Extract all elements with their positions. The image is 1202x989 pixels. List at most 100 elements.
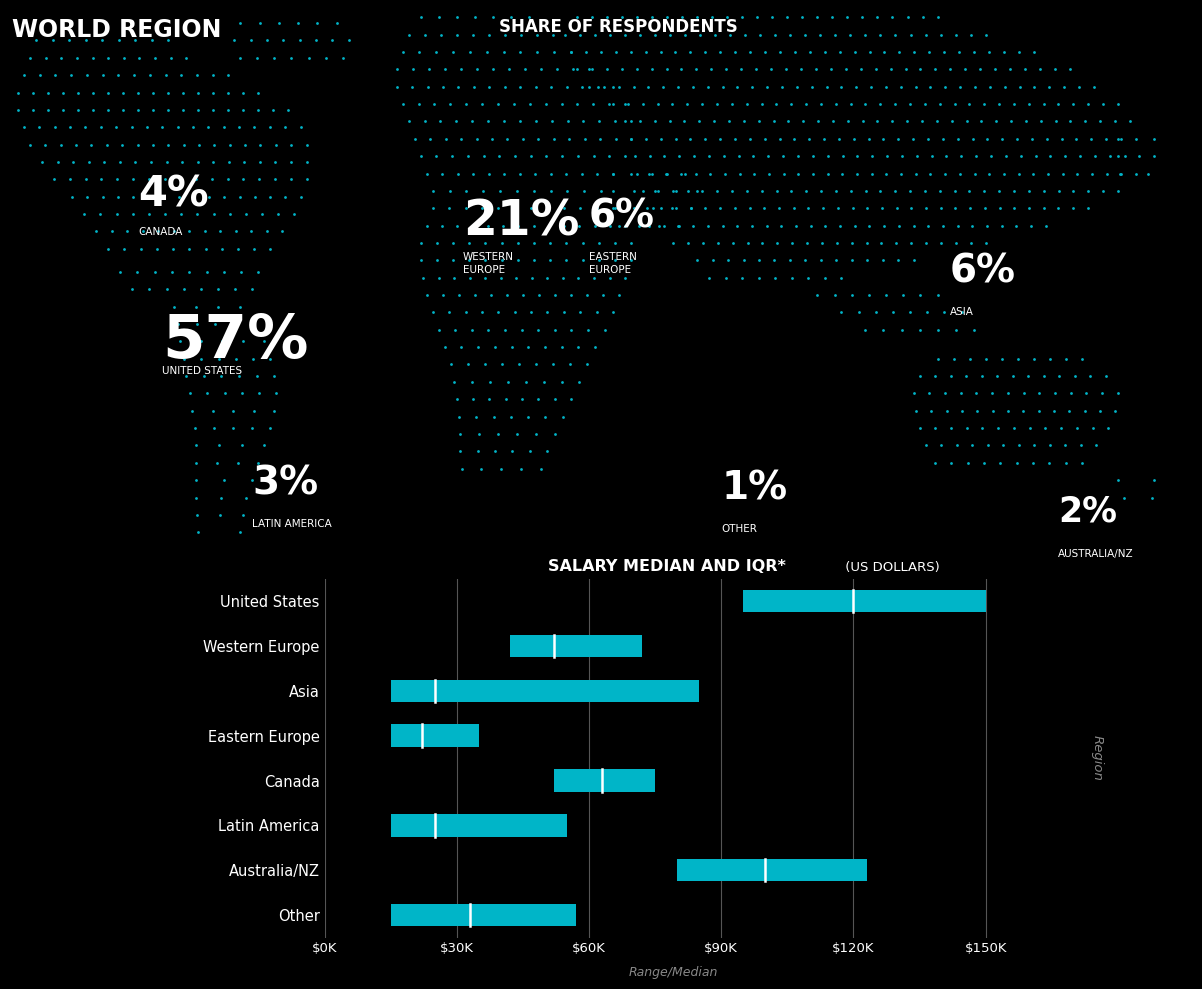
Point: [612, 10, 632, 26]
Point: [575, 183, 594, 199]
Point: [833, 165, 852, 181]
Text: 6%: 6%: [589, 198, 655, 235]
Point: [448, 79, 468, 95]
Point: [537, 305, 557, 320]
Point: [612, 61, 631, 77]
Point: [142, 154, 161, 170]
Point: [928, 287, 947, 303]
Point: [463, 321, 482, 337]
Point: [1090, 114, 1109, 130]
Point: [1013, 403, 1033, 418]
Point: [915, 96, 934, 112]
Point: [157, 154, 177, 170]
Point: [1046, 61, 1065, 77]
Point: [906, 403, 926, 418]
Point: [944, 351, 963, 367]
Point: [251, 136, 270, 152]
Point: [93, 33, 112, 48]
Point: [1040, 455, 1059, 471]
Point: [480, 79, 499, 95]
Point: [630, 27, 649, 43]
Point: [833, 148, 852, 164]
Point: [1005, 420, 1024, 436]
Point: [78, 189, 97, 205]
Point: [421, 131, 440, 146]
Point: [710, 131, 730, 146]
Point: [1067, 131, 1087, 146]
Point: [750, 27, 769, 43]
Point: [429, 321, 448, 337]
Point: [123, 206, 142, 222]
Point: [981, 148, 1000, 164]
Point: [621, 114, 641, 130]
Point: [627, 165, 647, 181]
Point: [60, 120, 79, 135]
Point: [774, 165, 793, 181]
Point: [495, 165, 514, 181]
Point: [427, 252, 446, 268]
Point: [904, 252, 923, 268]
Point: [188, 316, 207, 332]
Point: [817, 79, 837, 95]
Point: [630, 114, 649, 130]
Point: [597, 10, 617, 26]
Point: [673, 10, 692, 26]
Point: [545, 392, 564, 407]
Point: [732, 61, 751, 77]
Text: SHARE OF RESPONDENTS: SHARE OF RESPONDENTS: [499, 18, 738, 36]
Point: [233, 507, 252, 523]
Point: [569, 148, 588, 164]
Point: [950, 45, 969, 60]
Point: [776, 61, 796, 77]
Point: [636, 131, 655, 146]
Point: [477, 45, 496, 60]
Point: [507, 426, 526, 442]
Point: [797, 183, 816, 199]
Point: [64, 154, 83, 170]
Point: [513, 131, 532, 146]
Point: [171, 171, 190, 187]
Point: [434, 79, 453, 95]
Point: [1046, 386, 1065, 402]
Point: [571, 27, 590, 43]
Point: [499, 61, 518, 77]
Point: [264, 368, 284, 384]
Point: [716, 270, 736, 286]
Point: [922, 403, 941, 418]
Point: [926, 455, 945, 471]
Point: [657, 61, 677, 77]
Point: [910, 420, 929, 436]
Point: [215, 189, 234, 205]
Point: [700, 148, 719, 164]
Point: [625, 148, 644, 164]
Point: [542, 79, 561, 95]
Point: [875, 45, 894, 60]
Point: [561, 45, 581, 60]
Point: [745, 165, 764, 181]
Point: [702, 10, 721, 26]
Point: [264, 403, 284, 418]
Point: [826, 27, 845, 43]
Point: [522, 270, 541, 286]
Point: [243, 473, 262, 489]
Point: [588, 79, 607, 95]
Point: [930, 96, 950, 112]
Point: [1030, 61, 1049, 77]
Point: [992, 218, 1011, 233]
Point: [260, 120, 279, 135]
Point: [451, 443, 470, 459]
Point: [829, 131, 849, 146]
Point: [107, 206, 126, 222]
Point: [210, 224, 230, 239]
Point: [1000, 61, 1019, 77]
Point: [109, 33, 129, 48]
Point: [561, 45, 581, 60]
Point: [168, 316, 188, 332]
Point: [173, 102, 192, 118]
Point: [755, 201, 774, 217]
Point: [512, 321, 531, 337]
Point: [451, 61, 470, 77]
Point: [445, 374, 464, 390]
Point: [1039, 165, 1058, 181]
Point: [69, 85, 88, 101]
